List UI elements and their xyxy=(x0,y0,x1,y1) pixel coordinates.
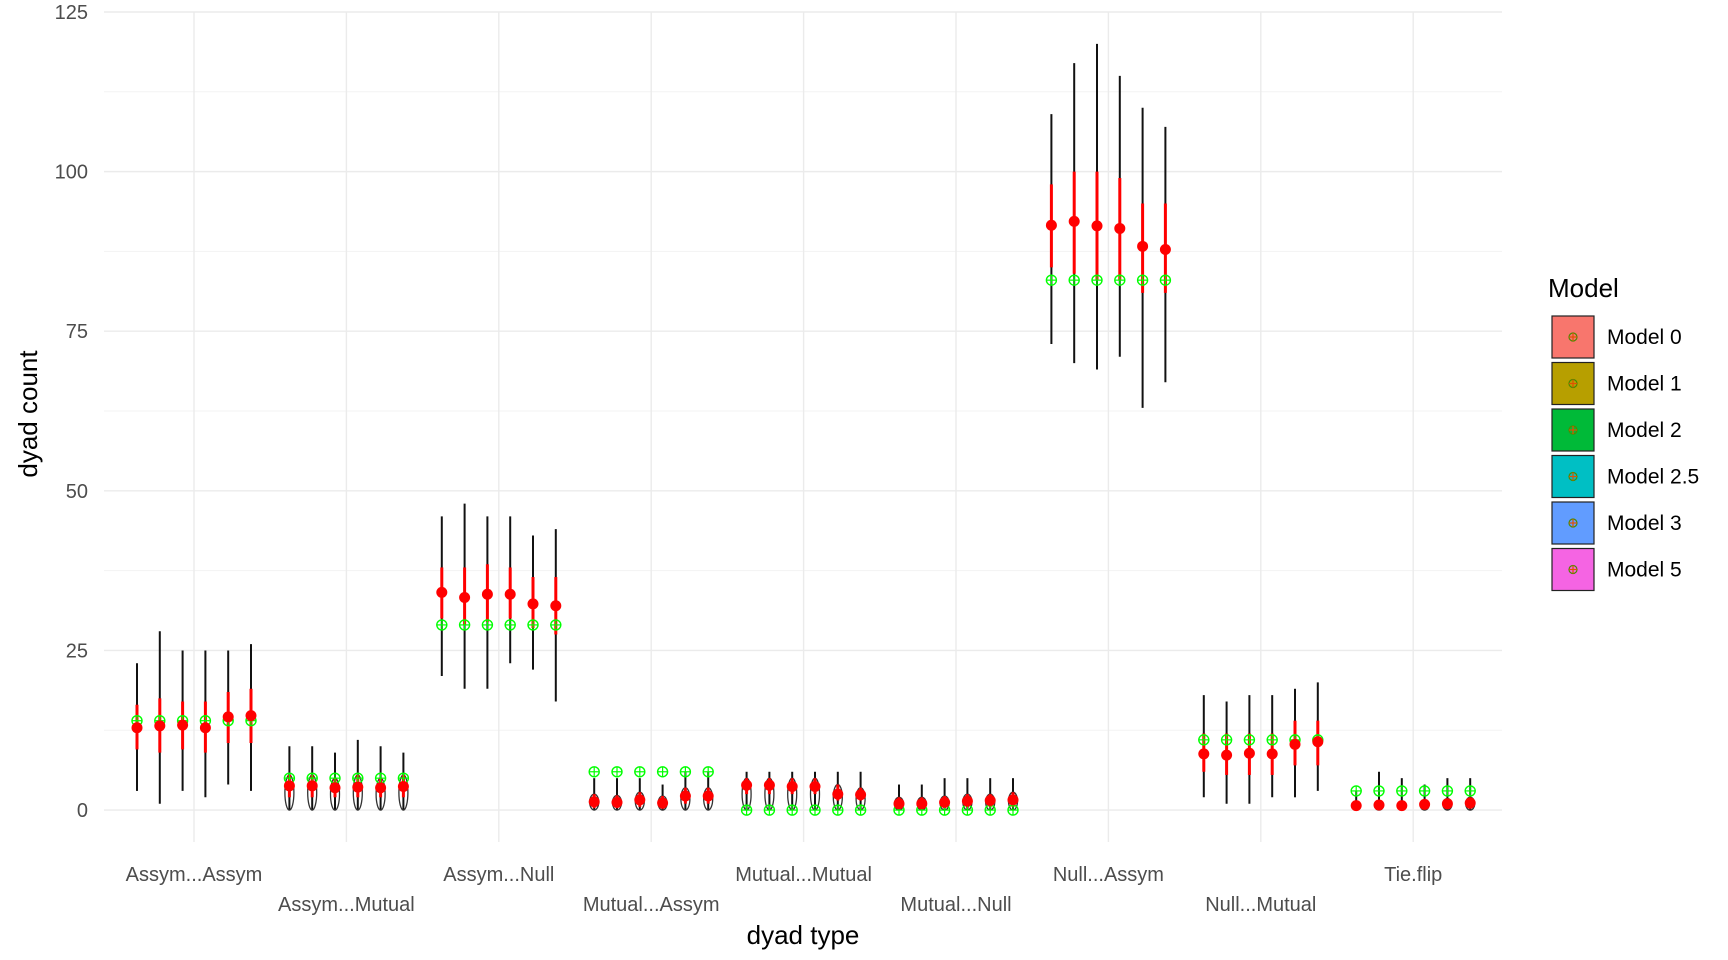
mean-point xyxy=(832,788,844,800)
mean-point xyxy=(1114,222,1126,234)
mean-point xyxy=(329,782,341,794)
y-tick-label: 125 xyxy=(55,2,88,24)
y-tick-label: 100 xyxy=(55,162,88,184)
mean-point xyxy=(679,790,691,802)
mean-point xyxy=(1350,800,1362,812)
mean-point xyxy=(352,781,364,793)
mean-point xyxy=(1312,736,1324,748)
y-tick-label: 25 xyxy=(66,640,88,662)
mean-point xyxy=(436,586,448,598)
legend-label: Model 2 xyxy=(1607,419,1682,442)
mean-point xyxy=(1464,797,1476,809)
mean-point xyxy=(550,600,562,612)
mean-point xyxy=(306,780,318,792)
mean-point xyxy=(961,795,973,807)
mean-point xyxy=(283,780,295,792)
mean-point xyxy=(1068,215,1080,227)
legend-label: Model 1 xyxy=(1607,373,1682,396)
legend: Model Model 0 Model 1 Model 2 Model 2.5 Mode… xyxy=(1548,273,1699,592)
y-tick-label: 75 xyxy=(66,321,88,343)
mean-point xyxy=(786,780,798,792)
y-axis-label: dyad count xyxy=(13,350,43,478)
x-tick-label: Tie.flip xyxy=(1384,864,1442,886)
mean-point xyxy=(939,796,951,808)
mean-point xyxy=(375,782,387,794)
x-tick-label: Mutual...Assym xyxy=(583,894,720,916)
legend-label: Model 0 xyxy=(1607,326,1682,349)
mean-point xyxy=(893,798,905,810)
y-tick-label: 0 xyxy=(77,800,88,822)
mean-point xyxy=(1045,219,1057,231)
x-tick-label: Assym...Assym xyxy=(126,864,263,886)
mean-point xyxy=(611,796,623,808)
mean-point xyxy=(481,588,493,600)
mean-point xyxy=(809,780,821,792)
grid xyxy=(104,11,1502,842)
mean-point xyxy=(702,790,714,802)
legend-label: Model 2.5 xyxy=(1607,466,1699,489)
mean-point xyxy=(1266,748,1278,760)
mean-point xyxy=(1221,749,1233,761)
legend-label: Model 3 xyxy=(1607,512,1682,535)
mean-point xyxy=(1419,798,1431,810)
x-tick-label: Mutual...Null xyxy=(900,894,1011,916)
mean-point xyxy=(1198,748,1210,760)
mean-point xyxy=(634,794,646,806)
mean-point xyxy=(763,779,775,791)
mean-point xyxy=(397,780,409,792)
mean-point xyxy=(131,722,143,734)
x-tick-label: Mutual...Mutual xyxy=(735,864,872,886)
mean-point xyxy=(741,779,753,791)
x-tick-label: Null...Mutual xyxy=(1205,894,1316,916)
mean-point xyxy=(1007,794,1019,806)
mean-point xyxy=(1137,240,1149,252)
mean-point xyxy=(245,710,257,722)
mean-point xyxy=(984,795,996,806)
mean-point xyxy=(916,798,928,810)
mean-point xyxy=(1091,220,1103,232)
mean-point xyxy=(199,722,211,734)
axes: 0 25 50 75 100 125 Assym...Assym Assym...Mutual… xyxy=(55,2,1443,916)
mean-point xyxy=(855,789,867,801)
mean-point xyxy=(504,588,516,600)
chart-marks xyxy=(131,43,1476,816)
mean-point xyxy=(1396,800,1408,812)
mean-point xyxy=(1289,738,1301,750)
mean-point xyxy=(588,796,600,808)
legend-title: Model xyxy=(1548,273,1619,303)
x-tick-label: Assym...Mutual xyxy=(278,894,415,916)
mean-point xyxy=(459,591,471,603)
mean-point xyxy=(657,797,669,809)
mean-point xyxy=(1243,747,1255,759)
legend-label: Model 5 xyxy=(1607,559,1682,582)
x-tick-label: Null...Assym xyxy=(1053,864,1164,886)
mean-point xyxy=(1159,244,1171,256)
mean-point xyxy=(154,720,166,732)
y-tick-label: 50 xyxy=(66,481,88,503)
x-axis-label: dyad type xyxy=(747,920,860,950)
x-tick-label: Assym...Null xyxy=(443,864,554,886)
mean-point xyxy=(1441,798,1453,810)
mean-point xyxy=(177,719,189,731)
mean-point xyxy=(527,598,539,610)
mean-point xyxy=(222,711,234,723)
mean-point xyxy=(1373,799,1385,811)
